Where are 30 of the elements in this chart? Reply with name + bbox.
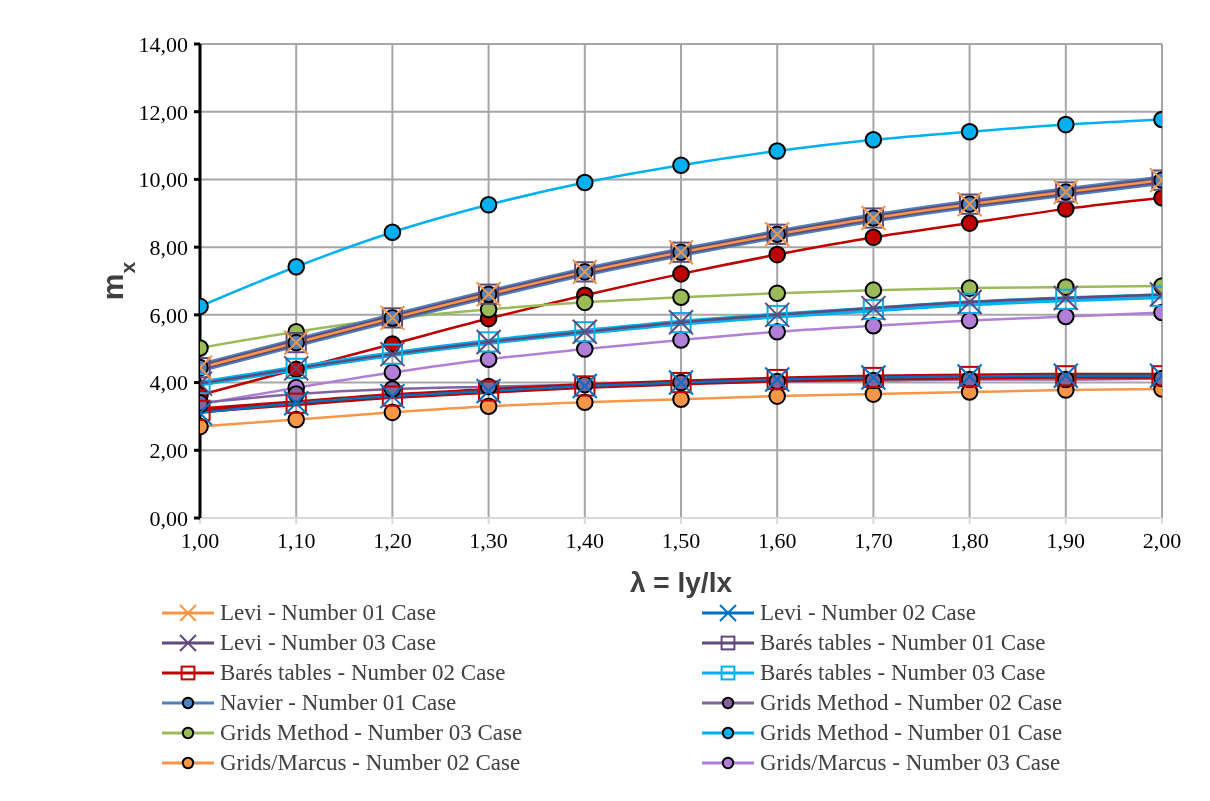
legend-label: Grids/Marcus - Number 02 Case <box>220 749 521 777</box>
y-tick-label: 2,00 <box>149 438 188 464</box>
x-tick-label: 1,20 <box>373 527 412 553</box>
x-tick-label: 1,90 <box>1046 527 1086 553</box>
legend-label: Barés tables - Number 01 Case <box>760 629 1046 657</box>
legend-label: Navier - Number 01 Case <box>220 689 457 717</box>
y-tick-label: 4,00 <box>149 370 188 396</box>
x-tick-label: 1,10 <box>276 527 316 553</box>
legend-label: Levi - Number 01 Case <box>220 599 436 627</box>
legend-label: Grids/Marcus - Number 03 Case <box>760 749 1061 777</box>
legend-label: Grids Method - Number 02 Case <box>760 689 1063 717</box>
legend-label: Grids Method - Number 01 Case <box>760 719 1063 747</box>
y-tick-label: 6,00 <box>149 302 188 328</box>
legend-label: Grids Method - Number 03 Case <box>220 719 523 747</box>
x-tick-label: 1,50 <box>661 527 701 553</box>
x-axis-title: λ = ly/lx <box>630 567 733 598</box>
x-tick-label: 1,60 <box>757 527 797 553</box>
legend-label: Levi - Number 02 Case <box>760 599 976 627</box>
x-tick-label: 1,70 <box>854 527 893 553</box>
x-tick-label: 1,40 <box>565 527 605 553</box>
y-tick-label: 10,00 <box>138 167 188 193</box>
x-tick-label: 2,00 <box>1142 527 1182 553</box>
x-tick-label: 1,80 <box>950 527 989 553</box>
x-tick-label: 1,30 <box>469 527 508 553</box>
y-tick-label: 8,00 <box>149 234 188 260</box>
legend-label: Levi - Number 03 Case <box>220 629 436 657</box>
y-tick-label: 14,00 <box>138 31 188 57</box>
legend-label: Barés tables - Number 03 Case <box>760 659 1046 687</box>
y-tick-label: 12,00 <box>138 99 188 125</box>
legend-label: Barés tables - Number 02 Case <box>220 659 506 687</box>
